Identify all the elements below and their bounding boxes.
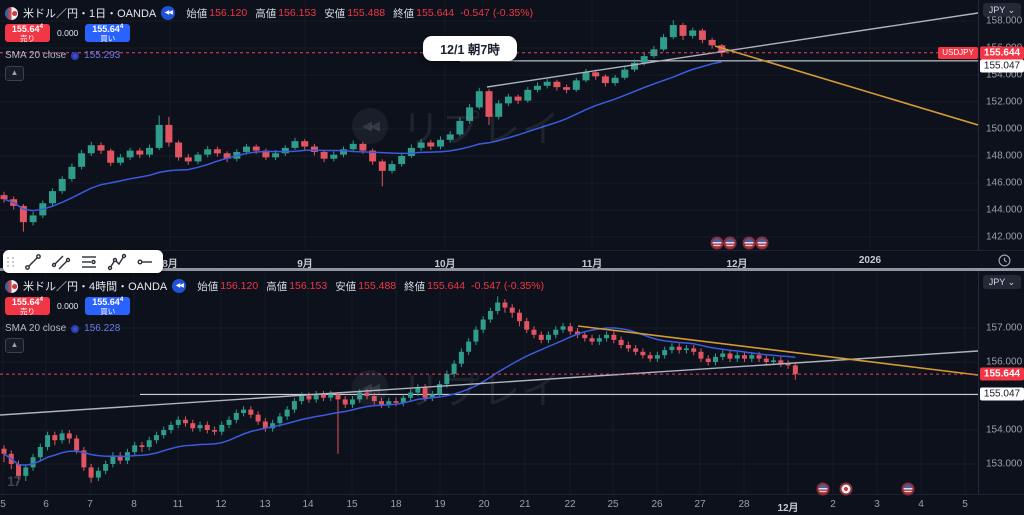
sma-indicator-label[interactable]: SMA 20 close — [5, 323, 67, 334]
sell-button[interactable]: 155.644 売り — [5, 23, 50, 42]
spread-value: 0.000 — [57, 28, 79, 38]
time-tick-label: 19 — [434, 499, 446, 510]
change-value: -0.547 (-0.35%) — [460, 7, 534, 19]
price-tick-label: 150.000 — [986, 123, 1023, 135]
ohlc-values: 始値 156.120 高値 156.153 安値 155.488 終値 155.644 … — [186, 7, 534, 20]
clock-icon[interactable] — [998, 254, 1011, 267]
time-tick-label: 6 — [43, 499, 49, 510]
price-chart-4h[interactable] — [0, 271, 978, 494]
horizontal-ray-tool-icon[interactable] — [133, 251, 157, 272]
time-tick-label: 13 — [259, 499, 271, 510]
horizontal-levels-tool-icon[interactable] — [77, 251, 101, 272]
symbol-price-tag: USDJPY — [938, 47, 978, 59]
time-tick-label: 4 — [918, 499, 924, 510]
level-price-label: 155.047 — [980, 387, 1024, 401]
price-scale-4h[interactable]: JPY ⌄ 157.000156.000155.000154.000153.00… — [978, 271, 1024, 494]
time-tick-label: 2 — [830, 499, 836, 510]
economic-event-us-icon[interactable] — [742, 236, 756, 250]
price-tick-label: 153.000 — [986, 458, 1023, 470]
time-tick-label: 22 — [564, 499, 576, 510]
price-tick-label: 156.000 — [986, 356, 1023, 368]
symbol-title[interactable]: 米ドル／円・1日・OANDA — [23, 8, 157, 20]
replay-mode-icon[interactable]: ◀◀ — [161, 6, 176, 20]
collapse-pane-button[interactable]: ▲ — [5, 338, 24, 353]
time-tick-label: 5 — [0, 499, 6, 510]
time-tick-label: 27 — [694, 499, 706, 510]
time-tick-label: 10月 — [434, 259, 456, 270]
time-axis-daily[interactable]: 8月 9月 10月 11月 12月 2026 — [0, 250, 1024, 270]
price-tick-label: 148.000 — [986, 150, 1023, 162]
time-tick-label: 3 — [874, 499, 880, 510]
price-tick-label: 152.000 — [986, 96, 1023, 108]
sell-button[interactable]: 155.644 売り — [5, 296, 50, 315]
economic-event-us-icon[interactable] — [755, 236, 769, 250]
time-tick-label: 18 — [390, 499, 402, 510]
price-tick-label: 158.000 — [986, 15, 1023, 27]
time-tick-label: 28 — [738, 499, 750, 510]
usdjpy-pair-flag-icon — [5, 6, 18, 20]
level-price-label: 155.047 — [980, 59, 1024, 73]
sma-indicator-icon — [71, 51, 80, 60]
legend-daily: 米ドル／円・1日・OANDA ◀◀ 始値 156.120 高値 156.153 安値… — [5, 5, 533, 81]
time-tick-label: 14 — [302, 499, 314, 510]
time-tick-label: 25 — [607, 499, 619, 510]
parallel-channel-tool-icon[interactable] — [49, 251, 73, 272]
time-tick-label: 15 — [346, 499, 358, 510]
time-tick-label: 26 — [651, 499, 663, 510]
spread-value: 0.000 — [57, 301, 79, 311]
path-tool-icon[interactable] — [105, 251, 129, 272]
price-tick-label: 146.000 — [986, 177, 1023, 189]
price-tick-label: 157.000 — [986, 322, 1023, 334]
collapse-pane-button[interactable]: ▲ — [5, 66, 24, 81]
sma-indicator-label[interactable]: SMA 20 close — [5, 50, 67, 61]
sma-indicator-icon — [71, 324, 80, 333]
replay-time-tooltip: 12/1 朝7時 — [423, 36, 517, 61]
price-tick-label: 142.000 — [986, 231, 1023, 243]
time-tick-label: 9月 — [297, 259, 313, 270]
toolbar-drag-handle[interactable] — [7, 256, 15, 267]
time-tick-label: 8 — [131, 499, 137, 510]
time-tick-label: 5 — [962, 499, 968, 510]
legend-4h: 米ドル／円・4時間・OANDA ◀◀ 始値 156.120 高値 156.153 安… — [5, 278, 544, 353]
drawing-toolbar — [3, 250, 163, 273]
time-tick-label: 7 — [87, 499, 93, 510]
time-tick-label: 11 — [172, 499, 184, 510]
time-tick-label: 12月 — [726, 259, 748, 270]
buy-button[interactable]: 155.644 買い — [85, 296, 131, 315]
currency-scale-button[interactable]: JPY ⌄ — [983, 275, 1021, 289]
price-scale-daily[interactable]: JPY ⌄ 158.000156.000154.000152.000150.00… — [978, 0, 1024, 250]
usdjpy-pair-flag-icon — [5, 279, 18, 293]
time-tick-label: 21 — [519, 499, 531, 510]
price-tick-label: 154.000 — [986, 424, 1023, 436]
economic-event-jp-icon[interactable] — [839, 482, 853, 496]
sma-indicator-value: 156.228 — [84, 323, 121, 334]
economic-event-us-icon[interactable] — [816, 482, 830, 496]
time-tick-label: 11月 — [581, 259, 603, 270]
pane-separator[interactable] — [0, 268, 1024, 271]
price-tick-label: 144.000 — [986, 204, 1023, 216]
time-tick-label: 12月 — [777, 503, 799, 514]
trend-line-tool-icon[interactable] — [21, 251, 45, 272]
economic-event-us-icon[interactable] — [901, 482, 915, 496]
time-tick-label: 12 — [215, 499, 227, 510]
tradingview-logo[interactable]: 17 — [7, 473, 22, 489]
price-tick-label: 154.000 — [986, 69, 1023, 81]
symbol-title[interactable]: 米ドル／円・4時間・OANDA — [23, 281, 168, 293]
currency-scale-button[interactable]: JPY ⌄ — [983, 3, 1021, 17]
replay-mode-icon[interactable]: ◀◀ — [172, 279, 187, 293]
economic-event-us-icon[interactable] — [723, 236, 737, 250]
buy-button[interactable]: 155.644 買い — [85, 23, 131, 42]
current-price-label: 155.644 — [980, 46, 1024, 60]
change-value: -0.547 (-0.35%) — [471, 280, 545, 292]
time-axis-4h[interactable]: 5 6 7 8 11 12 13 14 15 18 19 20 21 22 25 26 27 28 12月 2 3 4 5 — [0, 494, 1024, 515]
ohlc-values: 始値 156.120 高値 156.153 安値 155.488 終値 155.644 … — [197, 280, 545, 293]
time-tick-label: 8月 — [162, 259, 178, 270]
current-price-label: 155.644 — [980, 367, 1024, 381]
time-tick-label: 20 — [478, 499, 490, 510]
sma-indicator-value: 155.293 — [84, 50, 121, 61]
time-tick-label: 2026 — [858, 255, 882, 266]
economic-event-us-icon[interactable] — [710, 236, 724, 250]
